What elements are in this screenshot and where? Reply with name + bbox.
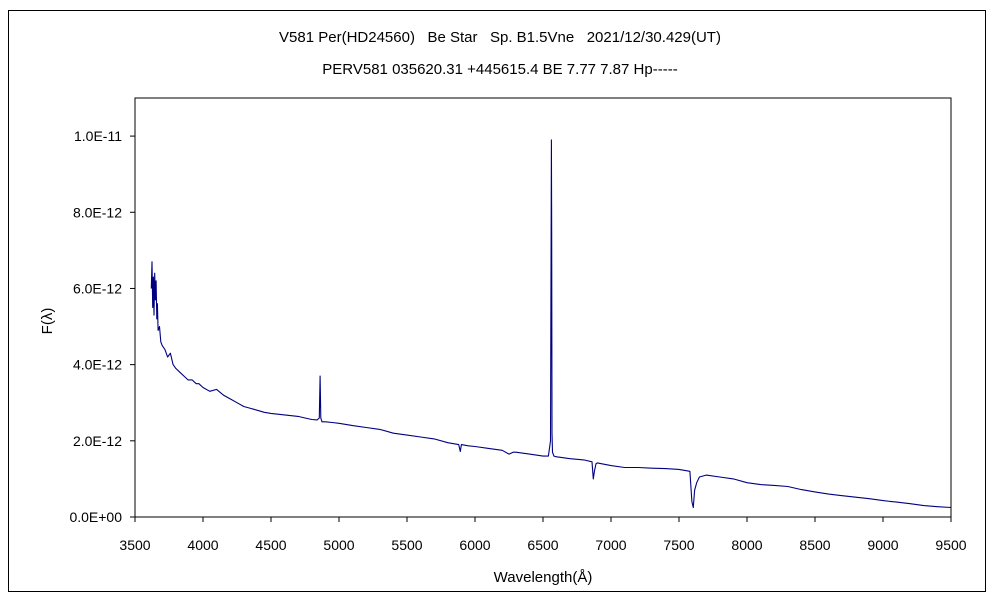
y-tick-label: 0.0E+00 xyxy=(69,509,122,525)
y-tick-label: 8.0E-12 xyxy=(73,204,122,220)
plot-area: 3500 4000 4500 5000 5500 6000 6500 7000 7500 8000… xyxy=(69,97,967,553)
y-tick-label: 2.0E-12 xyxy=(73,433,122,449)
plot-border xyxy=(134,97,952,518)
x-tick-label: 9000 xyxy=(867,537,898,553)
x-axis-label: Wavelength(Å) xyxy=(494,569,593,586)
x-tick-label: 5000 xyxy=(323,537,354,553)
y-tick-label: 1.0E-11 xyxy=(74,128,122,144)
x-tick-label: 7500 xyxy=(663,537,694,553)
y-tick-label: 6.0E-12 xyxy=(73,280,122,296)
x-tick-label: 8000 xyxy=(731,537,762,553)
x-tick-label: 9500 xyxy=(935,537,966,553)
x-tick-label: 4500 xyxy=(255,537,286,553)
x-tick-label: 6000 xyxy=(459,537,490,553)
x-tick-label: 4000 xyxy=(187,537,218,553)
spectrum-line xyxy=(150,139,952,509)
y-tick-label: 4.0E-12 xyxy=(73,357,122,373)
x-tick-label: 6500 xyxy=(527,537,558,553)
chart-subtitle: PERV581 035620.31 +445615.4 BE 7.77 7.87… xyxy=(322,61,678,78)
x-tick-label: 3500 xyxy=(119,537,150,553)
x-tick-label: 5500 xyxy=(391,537,422,553)
chart-frame xyxy=(8,10,986,592)
y-axis-label: F(λ) xyxy=(39,308,56,335)
x-tick-label: 7000 xyxy=(595,537,626,553)
chart-title: V581 Per(HD24560) Be Star Sp. B1.5Vne 20… xyxy=(279,29,721,46)
x-tick-label: 8500 xyxy=(799,537,830,553)
